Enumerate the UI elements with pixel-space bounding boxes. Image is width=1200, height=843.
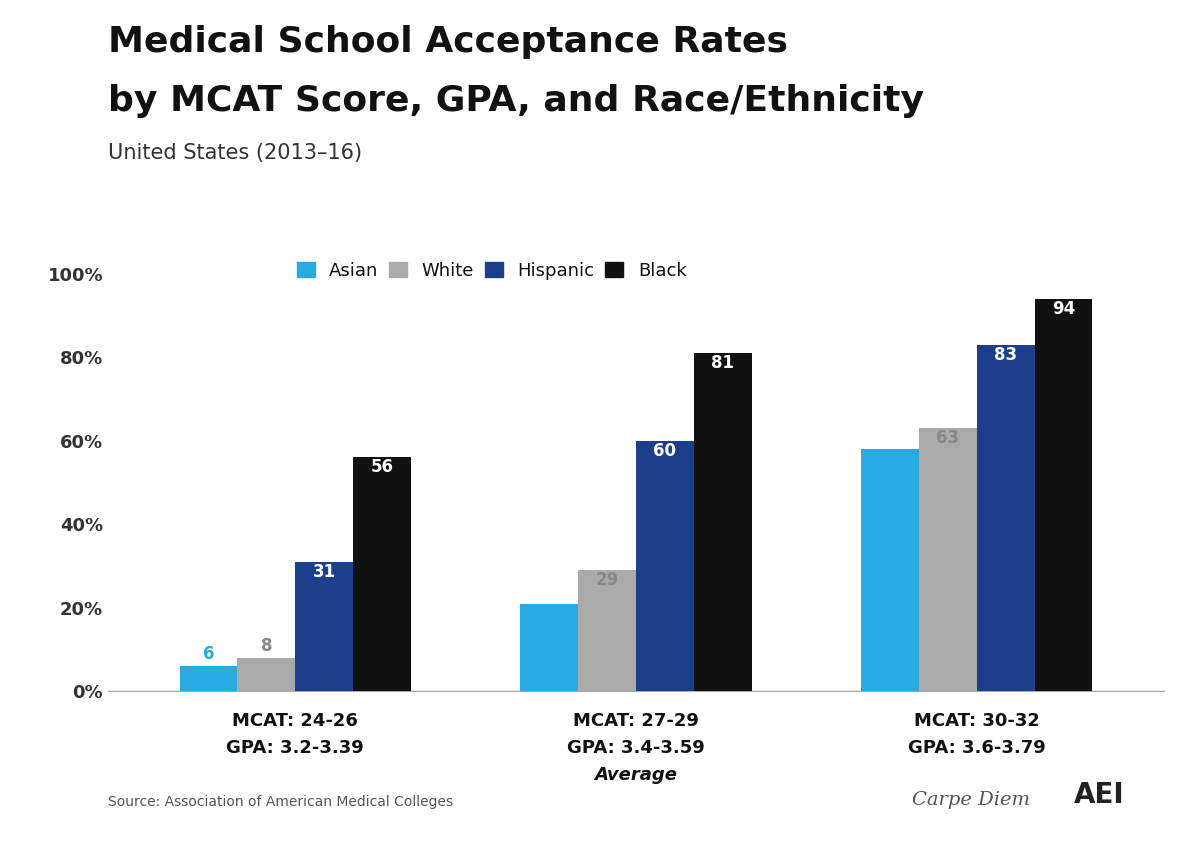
Text: 29: 29 <box>595 571 619 589</box>
Text: Carpe Diem: Carpe Diem <box>912 792 1030 809</box>
Text: GPA: 3.6-3.79: GPA: 3.6-3.79 <box>907 739 1045 757</box>
Text: 8: 8 <box>260 636 272 654</box>
Legend: Asian, White, Hispanic, Black: Asian, White, Hispanic, Black <box>296 262 686 280</box>
Bar <box>636 441 694 691</box>
Text: United States (2013–16): United States (2013–16) <box>108 143 362 164</box>
Text: AEI: AEI <box>1074 781 1124 809</box>
Text: 81: 81 <box>712 354 734 372</box>
Text: 31: 31 <box>313 562 336 581</box>
Text: 60: 60 <box>654 442 677 459</box>
Bar <box>1034 298 1092 691</box>
Text: MCAT: 30-32: MCAT: 30-32 <box>913 712 1039 730</box>
Bar <box>295 561 353 691</box>
Text: 21: 21 <box>538 604 560 622</box>
Text: MCAT: 24-26: MCAT: 24-26 <box>233 712 359 730</box>
Bar <box>694 353 752 691</box>
Text: 83: 83 <box>994 346 1018 363</box>
Bar <box>977 345 1034 691</box>
Text: MCAT: 27-29: MCAT: 27-29 <box>574 712 698 730</box>
Bar <box>180 666 238 691</box>
Bar <box>919 428 977 691</box>
Text: GPA: 3.2-3.39: GPA: 3.2-3.39 <box>227 739 365 757</box>
Bar <box>578 570 636 691</box>
Text: Average: Average <box>594 766 678 784</box>
Text: Medical School Acceptance Rates: Medical School Acceptance Rates <box>108 25 788 59</box>
Bar <box>353 458 412 691</box>
Text: 6: 6 <box>203 645 215 663</box>
Text: GPA: 3.4-3.59: GPA: 3.4-3.59 <box>568 739 704 757</box>
Bar <box>238 658 295 691</box>
Text: 94: 94 <box>1052 299 1075 318</box>
Text: by MCAT Score, GPA, and Race/Ethnicity: by MCAT Score, GPA, and Race/Ethnicity <box>108 84 924 118</box>
Bar <box>520 604 578 691</box>
Text: 56: 56 <box>371 459 394 476</box>
Text: Source: Association of American Medical Colleges: Source: Association of American Medical … <box>108 795 454 809</box>
Text: 63: 63 <box>936 429 959 447</box>
Bar <box>860 449 919 691</box>
Text: 58: 58 <box>878 450 901 468</box>
